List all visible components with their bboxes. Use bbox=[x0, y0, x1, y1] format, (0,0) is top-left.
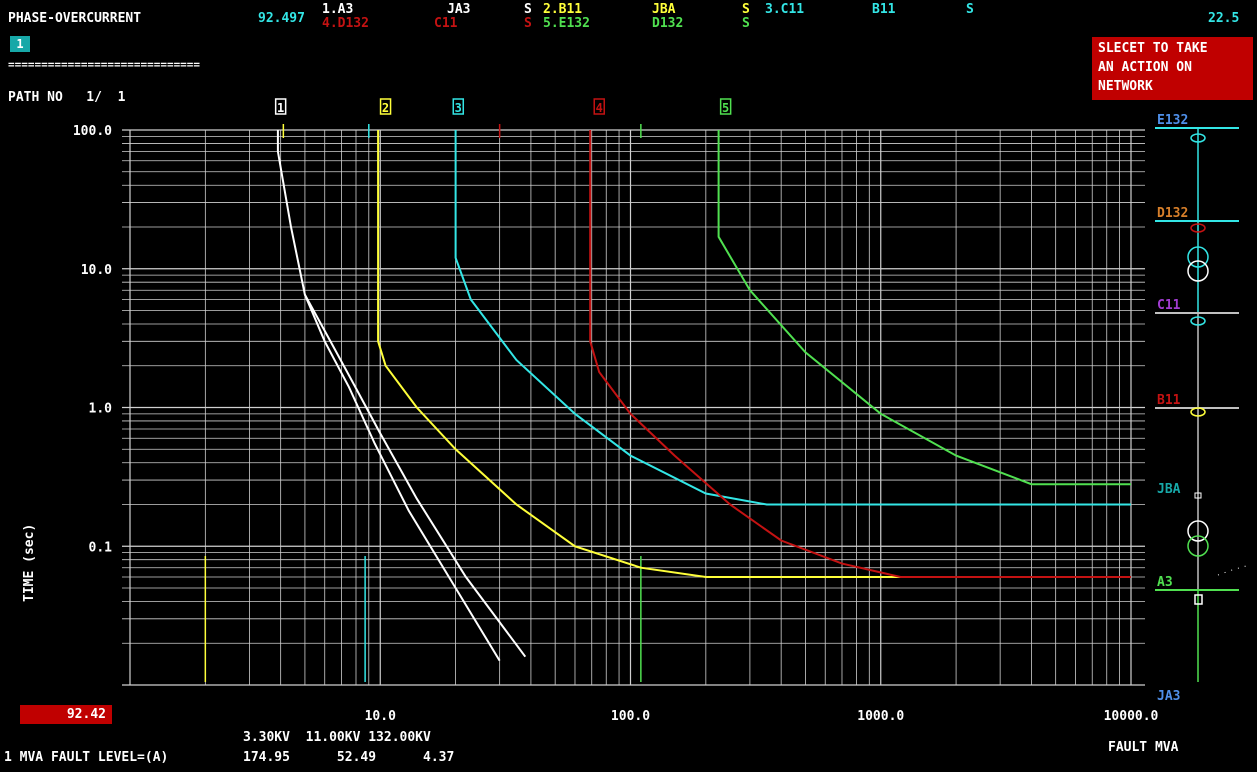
curve-label: 4 bbox=[596, 101, 603, 115]
chart-title: PHASE-OVERCURRENT bbox=[8, 11, 142, 26]
legend-entry: S bbox=[524, 2, 532, 17]
series-line-3 bbox=[454, 130, 1131, 506]
x-tick-label: 100.0 bbox=[611, 709, 650, 724]
curve-label: 3 bbox=[455, 101, 462, 115]
breaker-symbol bbox=[1190, 316, 1206, 326]
action-line-1: SLECET TO TAKE bbox=[1098, 41, 1208, 56]
breaker-symbol bbox=[1190, 133, 1206, 143]
load-symbol bbox=[1194, 594, 1203, 605]
bus-label: JBA bbox=[1157, 482, 1181, 497]
curve-label-box bbox=[274, 98, 287, 115]
legend-entry: S bbox=[742, 2, 750, 17]
curve-label-box bbox=[379, 98, 392, 115]
legend-entry: C11 bbox=[434, 16, 458, 31]
bus-label: JA3 bbox=[1157, 689, 1180, 704]
series-line-2 bbox=[377, 130, 901, 578]
fault-level-label: 1 MVA FAULT LEVEL=(A) bbox=[4, 750, 169, 765]
legend-entry: 2.B11 bbox=[543, 2, 583, 17]
y-tick-label: 10.0 bbox=[81, 263, 112, 278]
curve-label-box bbox=[452, 98, 465, 115]
legend-entry: S bbox=[966, 2, 974, 17]
transformer-winding bbox=[1187, 535, 1209, 557]
bus-label: A3 bbox=[1157, 575, 1173, 590]
x-tick-label: 1000.0 bbox=[857, 709, 904, 724]
legend-entry: 3.C11 bbox=[765, 2, 805, 17]
header-value: 92.497 bbox=[258, 11, 305, 26]
x-tick-label: 10.0 bbox=[365, 709, 396, 724]
legend-entry: D132 bbox=[652, 16, 684, 31]
curve-label: 5 bbox=[722, 101, 729, 115]
legend-entry: 1.A3 bbox=[322, 2, 354, 17]
path-label: PATH NO 1/ 1 bbox=[8, 90, 126, 105]
transformer-winding bbox=[1187, 246, 1209, 268]
legend-entry: 4.D132 bbox=[322, 16, 369, 31]
page-badge[interactable]: 1 bbox=[10, 36, 30, 52]
x-axis-title: FAULT MVA bbox=[1108, 740, 1179, 755]
legend-entry: S bbox=[742, 16, 750, 31]
curve-label: 1 bbox=[277, 101, 284, 115]
bus-label: C11 bbox=[1157, 298, 1181, 313]
series-line-4 bbox=[589, 130, 1131, 578]
breaker-symbol bbox=[1190, 223, 1206, 233]
legend-entry: 5.E132 bbox=[543, 16, 590, 31]
legend-entry: JBA bbox=[652, 2, 676, 17]
bus-label: B11 bbox=[1157, 393, 1181, 408]
breaker-symbol bbox=[1190, 407, 1206, 417]
legend-entry: JA3 bbox=[447, 2, 471, 17]
junction-node bbox=[1194, 492, 1202, 499]
y-tick-label: 100.0 bbox=[73, 124, 112, 139]
action-button[interactable]: SLECET TO TAKE AN ACTION ON NETWORK bbox=[1092, 37, 1253, 100]
series-line-5 bbox=[717, 130, 1131, 486]
voltage-levels: 3.30KV 11.00KV 132.00KV bbox=[243, 730, 431, 745]
curve-label-box bbox=[593, 98, 605, 115]
fault-level-values: 174.95 52.49 4.37 bbox=[243, 750, 455, 765]
top-right-value: 22.5 bbox=[1208, 11, 1240, 26]
separator-line: ============================= bbox=[8, 58, 201, 71]
curve-label: 2 bbox=[382, 101, 389, 115]
y-tick-label: 0.1 bbox=[89, 540, 113, 555]
connection-dots bbox=[1217, 565, 1247, 576]
legend-entry: B11 bbox=[872, 2, 896, 17]
series-line-1 bbox=[304, 294, 527, 658]
x-tick-label: 10000.0 bbox=[1104, 709, 1159, 724]
y-axis-title: TIME (sec) bbox=[22, 523, 37, 602]
bus-label: D132 bbox=[1157, 206, 1188, 221]
action-line-3: NETWORK bbox=[1098, 79, 1153, 94]
transformer-winding bbox=[1187, 260, 1209, 282]
action-line-2: AN ACTION ON bbox=[1098, 60, 1192, 75]
curve-label-box bbox=[719, 98, 732, 115]
bus-label: E132 bbox=[1157, 113, 1188, 128]
y-tick-label: 1.0 bbox=[89, 402, 113, 417]
series-line-1 bbox=[276, 130, 501, 662]
legend-entry: S bbox=[524, 16, 532, 31]
transformer-winding bbox=[1187, 520, 1209, 542]
value-box[interactable]: 92.42 bbox=[20, 705, 112, 724]
